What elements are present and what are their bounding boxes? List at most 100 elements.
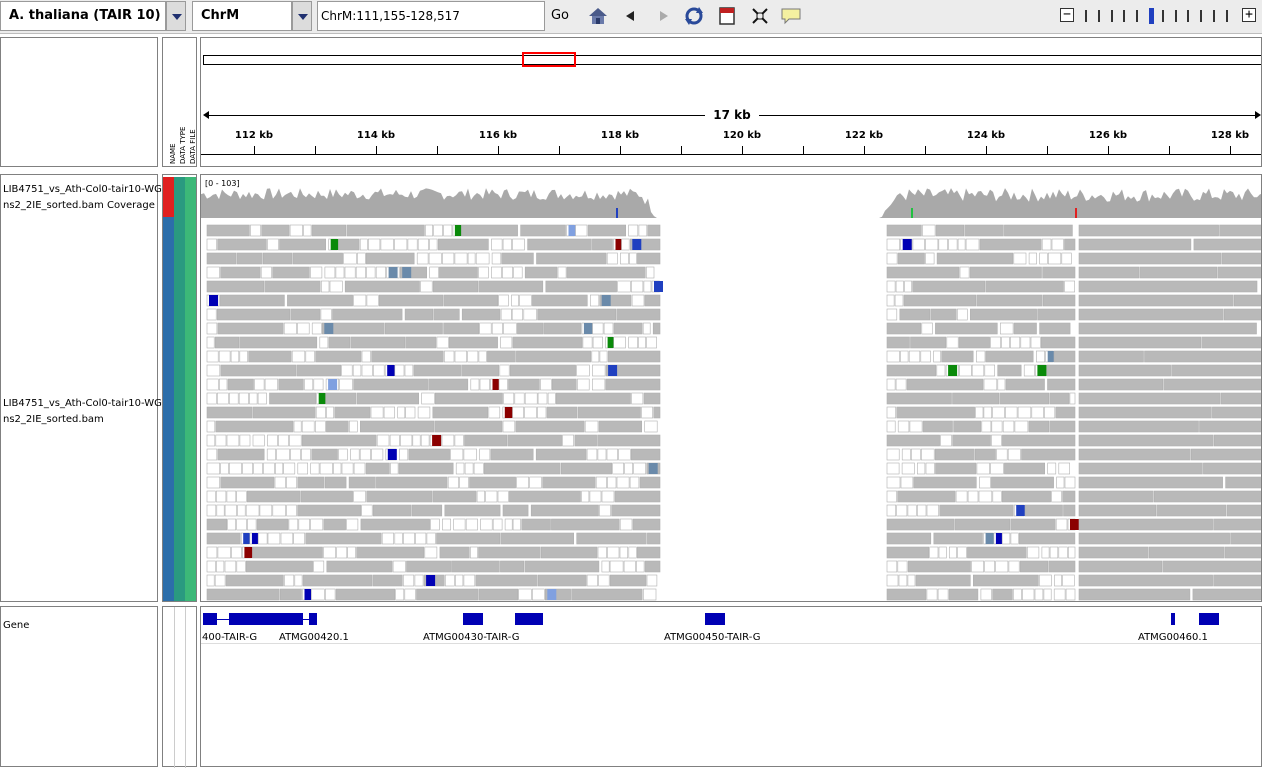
aligned-read[interactable] bbox=[305, 379, 313, 390]
aligned-read[interactable] bbox=[440, 547, 469, 558]
aligned-read[interactable] bbox=[588, 225, 626, 236]
popup-text-icon[interactable] bbox=[780, 5, 802, 27]
aligned-read[interactable] bbox=[360, 449, 370, 460]
aligned-read[interactable] bbox=[524, 309, 537, 320]
aligned-read[interactable] bbox=[514, 267, 523, 278]
aligned-read[interactable] bbox=[207, 505, 216, 516]
aligned-read[interactable] bbox=[930, 547, 938, 558]
aligned-read[interactable] bbox=[1079, 575, 1213, 586]
aligned-read[interactable] bbox=[304, 225, 312, 236]
aligned-read[interactable] bbox=[953, 393, 999, 404]
aligned-read[interactable] bbox=[977, 295, 1042, 306]
aligned-read[interactable] bbox=[1031, 337, 1040, 348]
aligned-read[interactable] bbox=[444, 323, 479, 334]
aligned-read[interactable] bbox=[414, 365, 461, 376]
feature-panel[interactable] bbox=[200, 606, 1262, 767]
aligned-read[interactable] bbox=[286, 477, 296, 488]
aligned-read[interactable] bbox=[1079, 253, 1221, 264]
aligned-read[interactable] bbox=[349, 477, 375, 488]
aligned-read[interactable] bbox=[521, 225, 566, 236]
zoom-tick[interactable] bbox=[1085, 10, 1087, 22]
aligned-read[interactable] bbox=[1079, 239, 1191, 250]
zoom-tick[interactable] bbox=[1111, 10, 1113, 22]
aligned-read[interactable] bbox=[377, 435, 389, 446]
aligned-read[interactable] bbox=[268, 533, 280, 544]
aligned-read[interactable] bbox=[486, 491, 497, 502]
aligned-read[interactable] bbox=[290, 225, 303, 236]
aligned-read[interactable] bbox=[221, 267, 261, 278]
aligned-read[interactable] bbox=[592, 351, 599, 362]
aligned-read[interactable] bbox=[1013, 589, 1021, 600]
aligned-read[interactable] bbox=[444, 295, 498, 306]
aligned-read[interactable] bbox=[991, 435, 1001, 446]
aligned-read[interactable] bbox=[303, 575, 372, 586]
aligned-read[interactable] bbox=[513, 519, 521, 530]
aligned-read[interactable] bbox=[294, 421, 301, 432]
aligned-read[interactable] bbox=[926, 253, 935, 264]
aligned-read[interactable] bbox=[384, 407, 395, 418]
gene-label[interactable]: ATMG00420.1 bbox=[279, 632, 349, 643]
aligned-read[interactable] bbox=[1079, 379, 1163, 390]
aligned-read[interactable] bbox=[512, 295, 519, 306]
aligned-read[interactable] bbox=[336, 589, 395, 600]
aligned-read[interactable] bbox=[517, 477, 529, 488]
aligned-read[interactable] bbox=[967, 547, 1026, 558]
aligned-read[interactable] bbox=[281, 533, 293, 544]
aligned-read[interactable] bbox=[977, 463, 990, 474]
aligned-read[interactable] bbox=[538, 575, 586, 586]
aligned-read[interactable] bbox=[896, 281, 903, 292]
aligned-read[interactable] bbox=[1000, 393, 1049, 404]
aligned-read[interactable] bbox=[887, 589, 926, 600]
aligned-read[interactable] bbox=[936, 463, 976, 474]
read-mismatch-base[interactable] bbox=[324, 323, 333, 334]
aligned-read[interactable] bbox=[252, 547, 322, 558]
aligned-read[interactable] bbox=[345, 281, 419, 292]
aligned-read[interactable] bbox=[1220, 225, 1262, 236]
aligned-read[interactable] bbox=[306, 533, 382, 544]
aligned-read[interactable] bbox=[607, 253, 617, 264]
aligned-read[interactable] bbox=[434, 225, 443, 236]
aligned-read[interactable] bbox=[499, 379, 508, 390]
aligned-read[interactable] bbox=[444, 351, 454, 362]
read-mismatch-base[interactable] bbox=[432, 435, 441, 446]
aligned-read[interactable] bbox=[250, 393, 258, 404]
aligned-read[interactable] bbox=[646, 267, 654, 278]
aligned-read[interactable] bbox=[445, 505, 500, 516]
aligned-read[interactable] bbox=[431, 519, 440, 530]
aligned-read[interactable] bbox=[442, 435, 454, 446]
aligned-read[interactable] bbox=[620, 519, 632, 530]
aligned-read[interactable] bbox=[887, 407, 896, 418]
aligned-read[interactable] bbox=[249, 351, 292, 362]
read-mismatch-base[interactable] bbox=[209, 295, 218, 306]
aligned-read[interactable] bbox=[254, 463, 263, 474]
aligned-read[interactable] bbox=[593, 323, 604, 334]
aligned-read[interactable] bbox=[528, 239, 592, 250]
aligned-read[interactable] bbox=[901, 351, 909, 362]
aligned-read[interactable] bbox=[284, 323, 296, 334]
aligned-read[interactable] bbox=[624, 561, 635, 572]
aligned-read[interactable] bbox=[336, 267, 344, 278]
aligned-read[interactable] bbox=[263, 253, 292, 264]
aligned-read[interactable] bbox=[965, 225, 1004, 236]
gene-feature[interactable] bbox=[1171, 613, 1175, 625]
aligned-read[interactable] bbox=[612, 505, 660, 516]
aligned-read[interactable] bbox=[291, 309, 320, 320]
aligned-read[interactable] bbox=[976, 351, 985, 362]
aligned-read[interactable] bbox=[476, 575, 538, 586]
aligned-read[interactable] bbox=[357, 253, 365, 264]
aligned-read[interactable] bbox=[583, 337, 592, 348]
aligned-read[interactable] bbox=[643, 589, 656, 600]
aligned-read[interactable] bbox=[265, 281, 321, 292]
aligned-read[interactable] bbox=[1054, 575, 1061, 586]
aligned-read[interactable] bbox=[935, 323, 997, 334]
aligned-read[interactable] bbox=[548, 393, 555, 404]
aligned-read[interactable] bbox=[976, 407, 983, 418]
aligned-read[interactable] bbox=[1036, 351, 1044, 362]
aligned-read[interactable] bbox=[887, 463, 899, 474]
aligned-read[interactable] bbox=[484, 463, 560, 474]
aligned-read[interactable] bbox=[1042, 547, 1049, 558]
aligned-read[interactable] bbox=[435, 393, 502, 404]
aligned-read[interactable] bbox=[640, 477, 660, 488]
aligned-read[interactable] bbox=[349, 421, 357, 432]
